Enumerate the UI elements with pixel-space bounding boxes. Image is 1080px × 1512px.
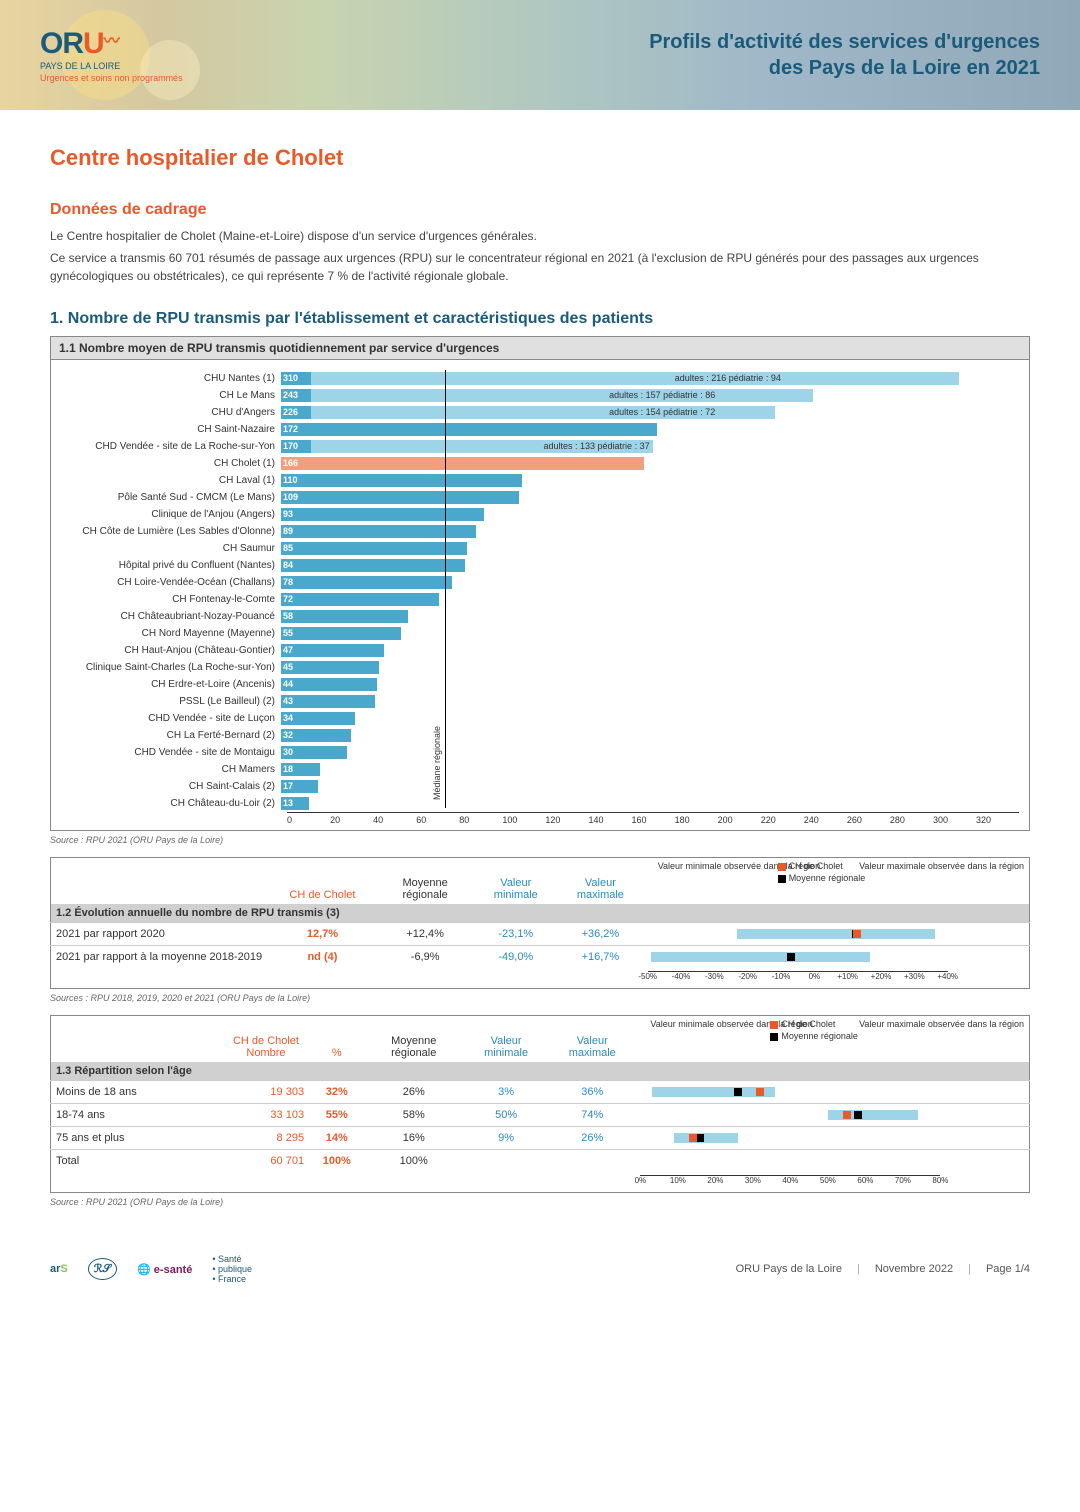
main-title: Centre hospitalier de Cholet bbox=[50, 145, 1030, 171]
bar-row: CH Saumur85 bbox=[61, 540, 1019, 556]
bar-row: Clinique Saint-Charles (La Roche-sur-Yon… bbox=[61, 659, 1019, 675]
bar-row: CH Saint-Calais (2)17 bbox=[61, 778, 1019, 794]
footer-page: Page 1/4 bbox=[986, 1263, 1030, 1275]
footer-logo-spf: • Santé• publique• France bbox=[212, 1254, 252, 1284]
bar-row: Clinique de l'Anjou (Angers)93 bbox=[61, 506, 1019, 522]
bar-row: CH Mamers18 bbox=[61, 761, 1019, 777]
bar-row: CHU Nantes (1)adultes : 216 pédiatrie : … bbox=[61, 370, 1019, 386]
footer-date: Novembre 2022 bbox=[875, 1263, 953, 1275]
bar-row: CHD Vendée - site de Luçon34 bbox=[61, 710, 1019, 726]
header-banner: ORU〰 PAYS DE LA LOIRE Urgences et soins … bbox=[0, 0, 1080, 110]
bar-row: Hôpital privé du Confluent (Nantes)84 bbox=[61, 557, 1019, 573]
bar-row: CH Château-du-Loir (2)13 bbox=[61, 795, 1019, 811]
bar-row: CHD Vendée - site de Montaigu30 bbox=[61, 744, 1019, 760]
table-1-3: CH de CholetNombre % Moyenne régionale V… bbox=[50, 1015, 1030, 1193]
bar-row: CHD Vendée - site de La Roche-sur-Yonadu… bbox=[61, 438, 1019, 454]
logo: ORU〰 PAYS DE LA LOIRE Urgences et soins … bbox=[40, 27, 183, 83]
footer-org: ORU Pays de la Loire bbox=[736, 1263, 842, 1275]
bar-row: CH La Ferté-Bernard (2)32 bbox=[61, 727, 1019, 743]
footer-logo-rs: ℛ𝒮 bbox=[88, 1258, 117, 1280]
cadrage-p2: Ce service a transmis 60 701 résumés de … bbox=[50, 249, 1030, 285]
bar-row: CH Fontenay-le-Comte72 bbox=[61, 591, 1019, 607]
bar-row: PSSL (Le Bailleul) (2)43 bbox=[61, 693, 1019, 709]
table-row: Total 60 701 100% 100% bbox=[51, 1150, 1030, 1173]
bar-row: CH Erdre-et-Loire (Ancenis)44 bbox=[61, 676, 1019, 692]
table-1-2: CH de Cholet Moyenne régionale Valeur mi… bbox=[50, 857, 1030, 989]
bar-row: CH Laval (1)110 bbox=[61, 472, 1019, 488]
bar-row: CH Le Mansadultes : 157 pédiatrie : 8624… bbox=[61, 387, 1019, 403]
bar-row: CH Châteaubriant-Nozay-Pouancé58 bbox=[61, 608, 1019, 624]
bar-row: CH Côte de Lumière (Les Sables d'Olonne)… bbox=[61, 523, 1019, 539]
table-1-3-source: Source : RPU 2021 (ORU Pays de la Loire) bbox=[50, 1197, 1030, 1207]
chart-1-1: 1.1 Nombre moyen de RPU transmis quotidi… bbox=[50, 336, 1030, 831]
bar-row: CH Cholet (1)166 bbox=[61, 455, 1019, 471]
bar-row: CH Nord Mayenne (Mayenne)55 bbox=[61, 625, 1019, 641]
bar-row: CH Loire-Vendée-Océan (Challans)78 bbox=[61, 574, 1019, 590]
table-row: 2021 par rapport 2020 12,7% +12,4% -23,1… bbox=[51, 923, 1030, 946]
sec1-heading: 1. Nombre de RPU transmis par l'établiss… bbox=[50, 310, 1030, 328]
footer: arS ℛ𝒮 🌐 e-santé • Santé• publique• Fran… bbox=[0, 1239, 1080, 1299]
bar-row: CHU d'Angersadultes : 154 pédiatrie : 72… bbox=[61, 404, 1019, 420]
logo-tag: Urgences et soins non programmés bbox=[40, 73, 183, 83]
table-row: Moins de 18 ans 19 303 32% 26% 3% 36% bbox=[51, 1081, 1030, 1104]
bar-row: CH Saint-Nazaire172 bbox=[61, 421, 1019, 437]
footer-logo-ars: arS bbox=[50, 1263, 68, 1275]
cadrage-p1: Le Centre hospitalier de Cholet (Maine-e… bbox=[50, 227, 1030, 245]
table-1-2-source: Sources : RPU 2018, 2019, 2020 et 2021 (… bbox=[50, 993, 1030, 1003]
bar-row: Pôle Santé Sud - CMCM (Le Mans)109 bbox=[61, 489, 1019, 505]
logo-region: PAYS DE LA LOIRE bbox=[40, 61, 183, 71]
table-row: 2021 par rapport à la moyenne 2018-2019 … bbox=[51, 946, 1030, 969]
cadrage-heading: Données de cadrage bbox=[50, 201, 1030, 219]
table-row: 75 ans et plus 8 295 14% 16% 9% 26% bbox=[51, 1127, 1030, 1150]
header-title: Profils d'activité des services d'urgenc… bbox=[649, 29, 1040, 81]
chart-1-1-source: Source : RPU 2021 (ORU Pays de la Loire) bbox=[50, 835, 1030, 845]
footer-logo-esante: 🌐 e-santé bbox=[137, 1263, 192, 1276]
chart-1-1-title: 1.1 Nombre moyen de RPU transmis quotidi… bbox=[51, 337, 1029, 360]
bar-row: CH Haut-Anjou (Château-Gontier)47 bbox=[61, 642, 1019, 658]
table-row: 18-74 ans 33 103 55% 58% 50% 74% bbox=[51, 1104, 1030, 1127]
